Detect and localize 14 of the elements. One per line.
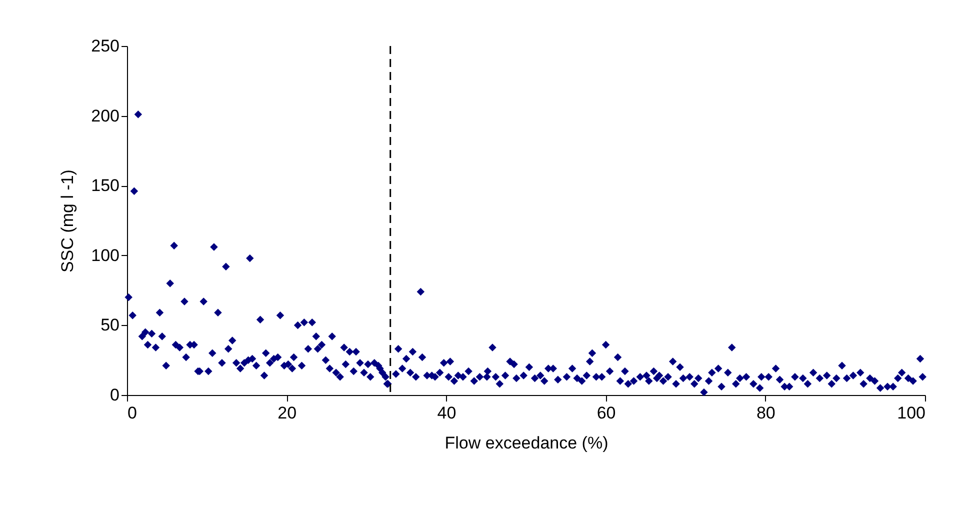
x-tick-label: 80 xyxy=(756,404,776,422)
y-tick-label: 50 xyxy=(100,316,120,335)
y-tick-label: 100 xyxy=(91,246,120,265)
x-tick-label: 60 xyxy=(596,404,616,422)
y-tick-label: 200 xyxy=(91,106,120,126)
y-tick-label: 150 xyxy=(91,176,120,196)
x-tick-label: 40 xyxy=(437,404,456,422)
x-tick-label: 20 xyxy=(278,404,297,422)
y-axis-title: SSC (mg l -1) xyxy=(58,170,78,272)
x-tick-label: 100 xyxy=(897,404,926,422)
x-axis-title: Flow exceedance (%) xyxy=(444,434,608,452)
x-tick-label: 0 xyxy=(128,404,137,422)
y-tick-label: 0 xyxy=(110,386,120,404)
y-tick-label: 250 xyxy=(91,36,120,56)
